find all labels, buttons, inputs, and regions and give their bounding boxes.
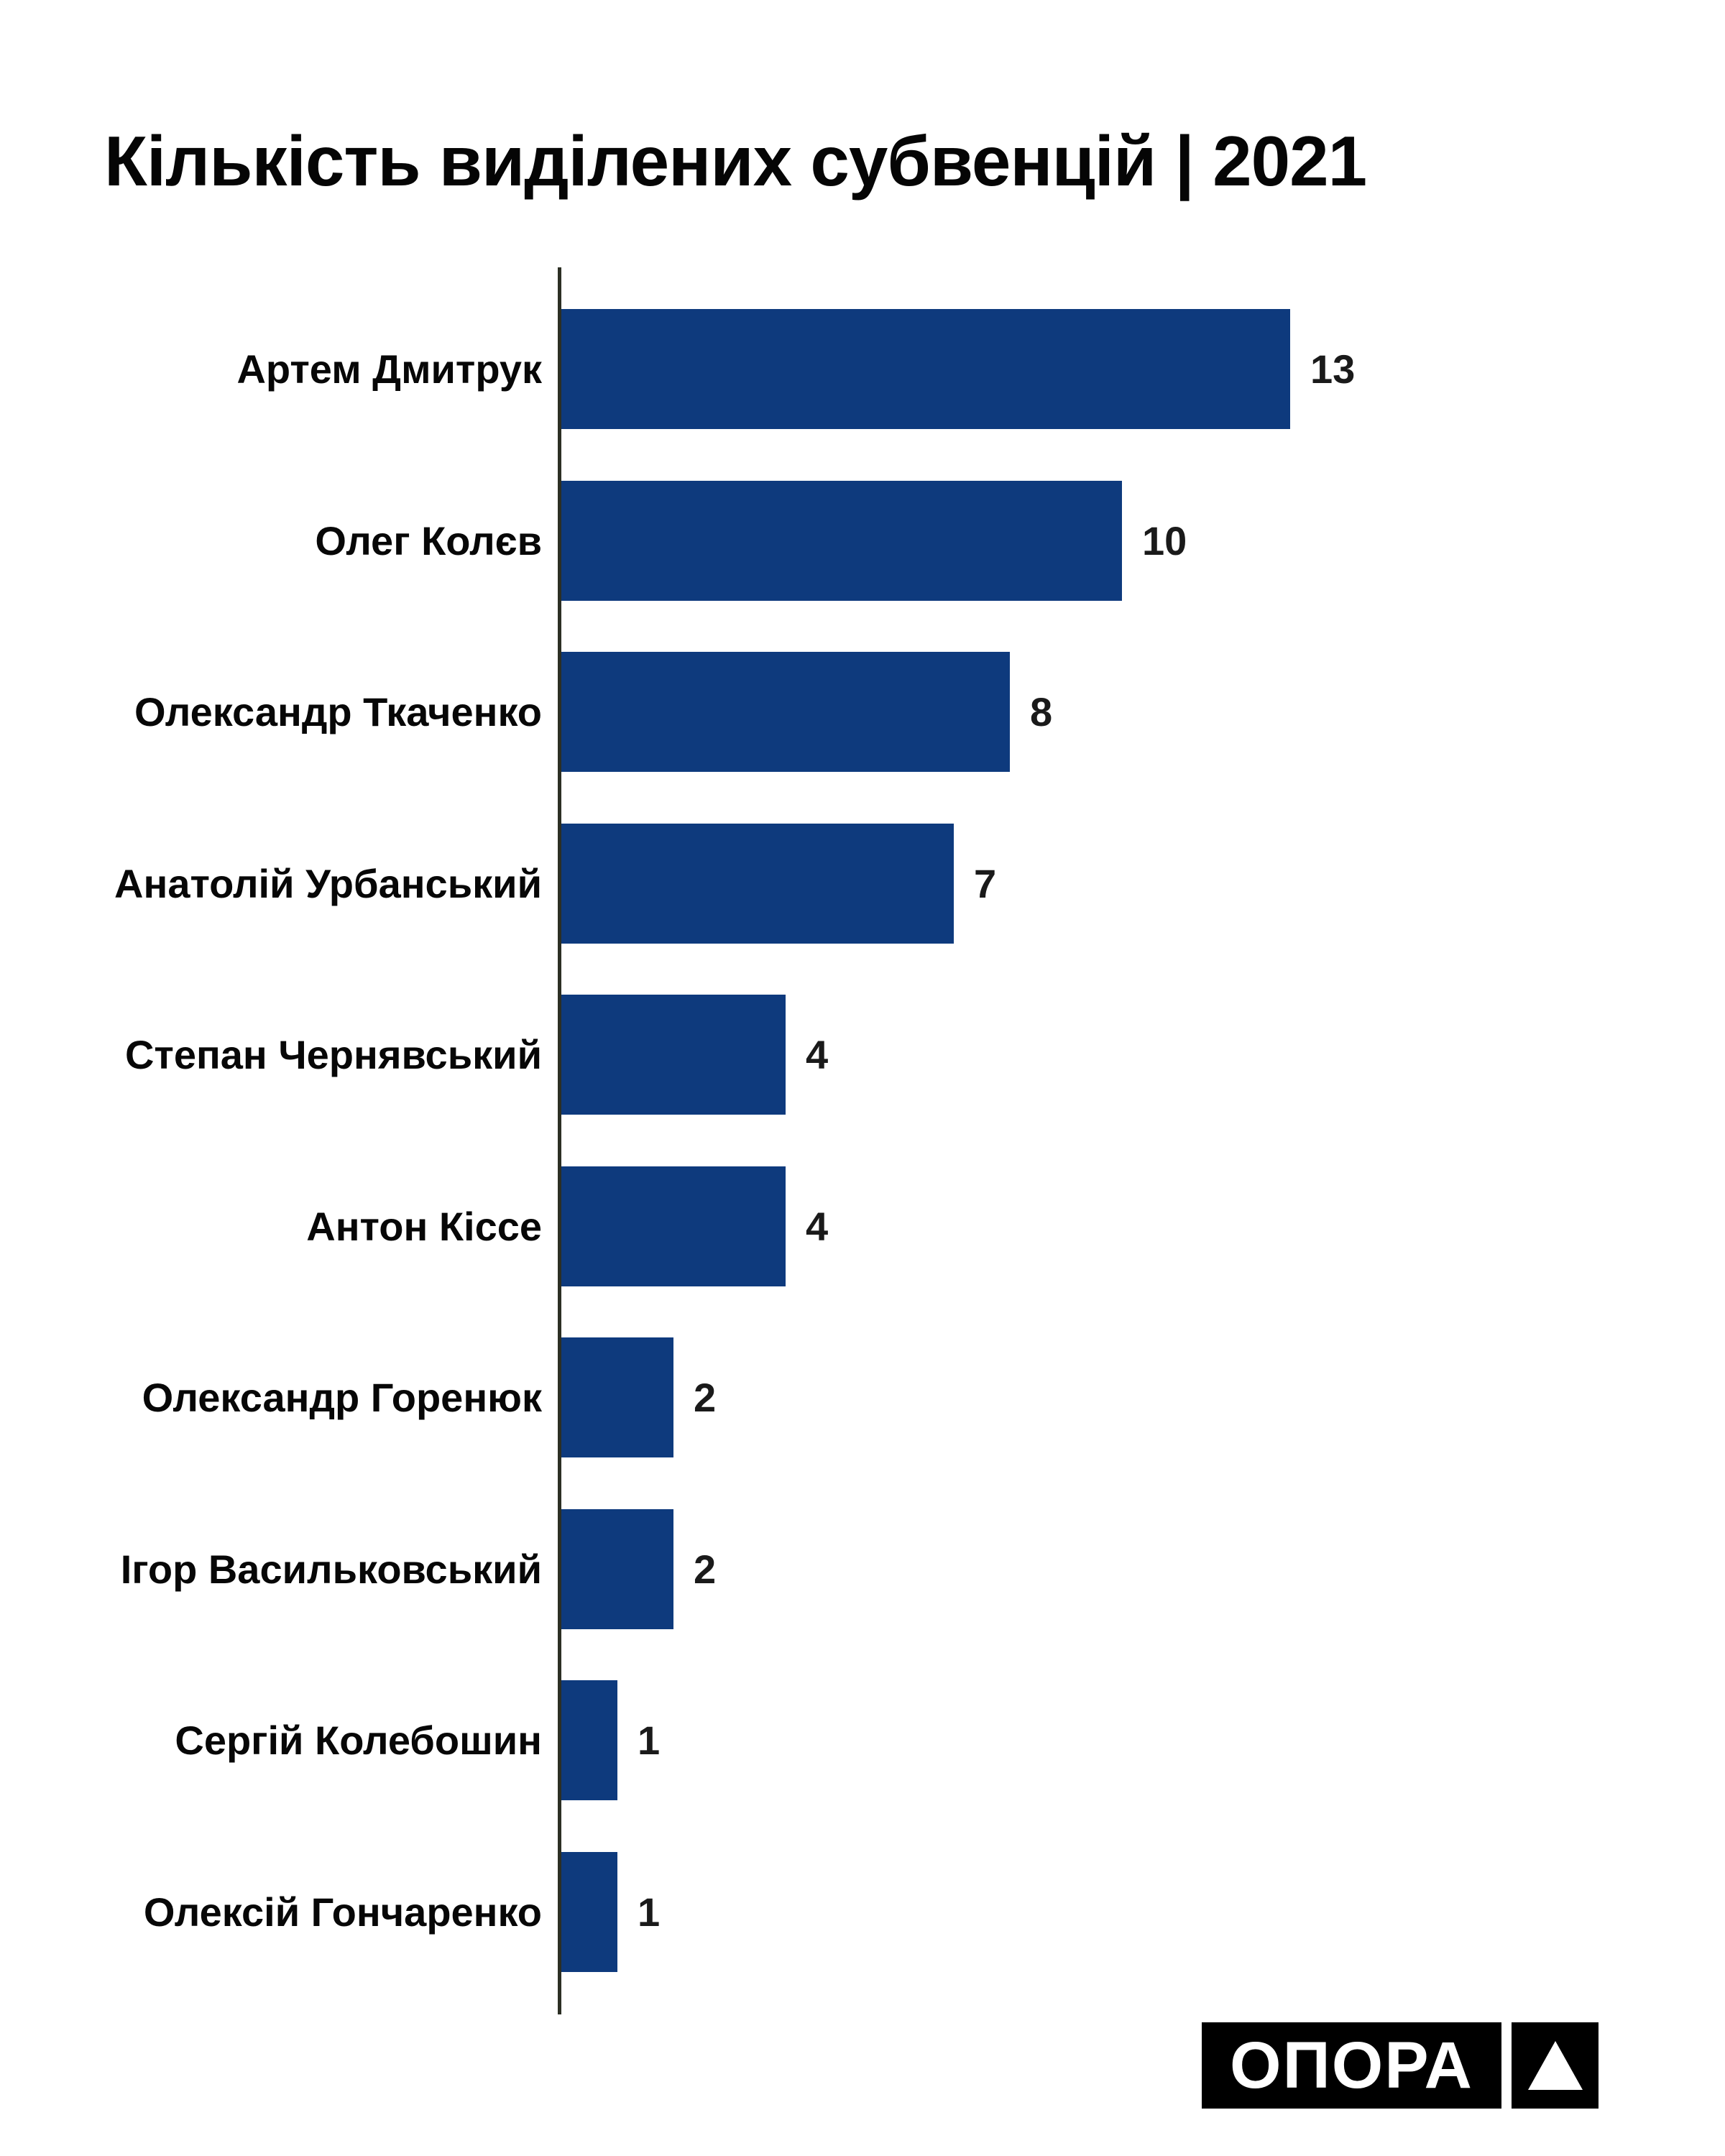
category-label: Олег Колєв	[315, 518, 542, 563]
value-label: 10	[1142, 518, 1187, 563]
value-label: 4	[806, 1204, 829, 1249]
category-label: Олександр Ткаченко	[134, 689, 542, 734]
triangle-icon	[1527, 2041, 1583, 2090]
value-label: 4	[806, 1032, 829, 1077]
value-label: 7	[974, 861, 997, 906]
value-label: 13	[1310, 346, 1356, 392]
category-label: Олексій Гончаренко	[143, 1889, 542, 1935]
bar	[561, 309, 1290, 429]
chart-title: Кількість виділених субвенцій | 2021	[104, 121, 1367, 201]
value-label: 1	[638, 1889, 661, 1935]
category-label: Антон Кіссе	[306, 1204, 542, 1249]
value-label: 2	[694, 1375, 717, 1420]
logo-divider	[1501, 2022, 1512, 2109]
category-label: Анатолій Урбанський	[114, 861, 542, 906]
bar	[561, 995, 786, 1115]
logo-text-box: ОПОРА	[1202, 2022, 1501, 2109]
bar	[561, 1680, 617, 1800]
category-label: Степан Чернявський	[124, 1032, 542, 1077]
logo-triangle-box	[1512, 2022, 1598, 2109]
value-label: 2	[694, 1547, 717, 1592]
bar	[561, 481, 1122, 601]
category-label: Ігор Васильковський	[120, 1547, 542, 1592]
bar	[561, 1166, 786, 1286]
value-label: 1	[638, 1718, 661, 1763]
y-axis-line	[558, 267, 561, 2014]
category-label: Артем Дмитрук	[236, 346, 542, 392]
bar	[561, 1509, 673, 1629]
bar	[561, 1337, 673, 1457]
bar	[561, 824, 954, 944]
value-label: 8	[1030, 689, 1053, 734]
bar	[561, 1852, 617, 1972]
category-label: Олександр Горенюк	[142, 1375, 542, 1420]
logo-text: ОПОРА	[1230, 2029, 1473, 2102]
bar	[561, 652, 1010, 772]
opora-logo: ОПОРА	[1202, 2022, 1598, 2109]
category-label: Сергій Колебошин	[175, 1718, 542, 1763]
